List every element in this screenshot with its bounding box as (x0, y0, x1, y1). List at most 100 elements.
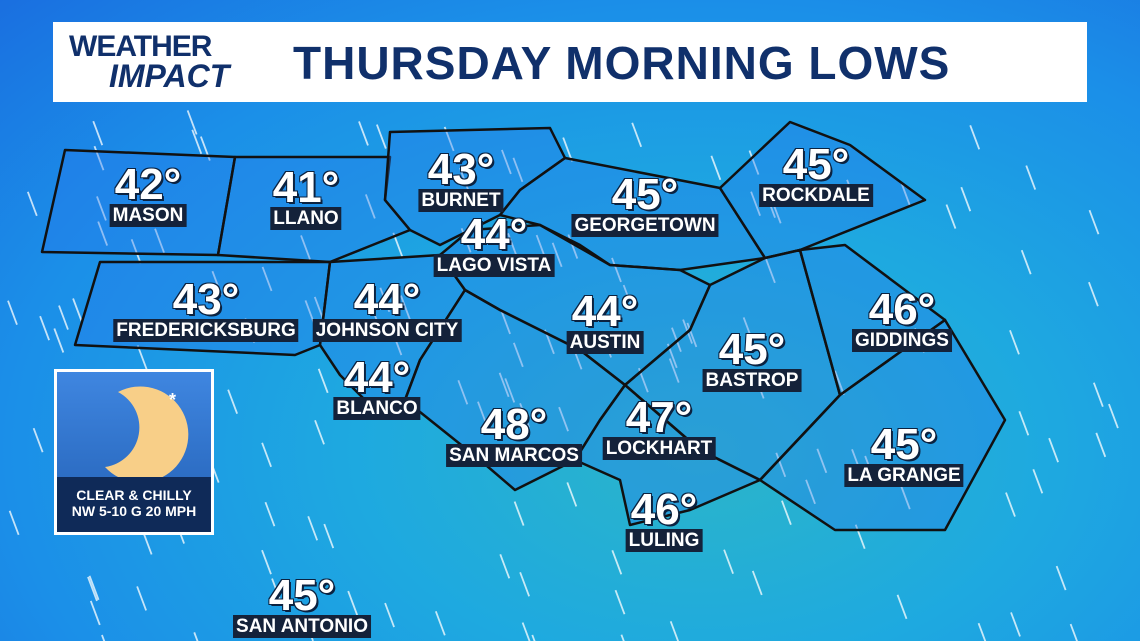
city-name: SAN ANTONIO (233, 615, 371, 638)
wind-arrow (504, 378, 516, 403)
wind-arrow (566, 482, 578, 507)
city-name: LULING (625, 529, 703, 552)
wind-arrow (748, 150, 760, 175)
wind-arrow (969, 125, 981, 150)
city-label-la-grange: 45° LA GRANGE (844, 420, 964, 487)
conditions-panel: * CLEAR & CHILLY NW 5-10 G 20 MPH (54, 369, 214, 535)
wind-arrow (365, 194, 376, 219)
wind-arrow (1095, 432, 1107, 458)
wind-arrow (896, 594, 908, 620)
temperature: 45° (718, 325, 786, 374)
wind-arrow (459, 167, 470, 193)
city-name: SAN MARCOS (446, 444, 582, 467)
city-label-lockhart: 47° LOCKHART (602, 396, 716, 460)
wind-arrow (347, 590, 359, 616)
wind-arrow (376, 124, 387, 149)
conditions-line-1: CLEAR & CHILLY (76, 487, 192, 503)
wind-arrow (751, 570, 763, 596)
city-label-johnson-city: 44° JOHNSON CITY (312, 278, 462, 342)
wind-arrow (1018, 410, 1030, 436)
wind-arrow (519, 572, 530, 597)
wind-arrow (960, 186, 972, 212)
wind-arrow (186, 110, 198, 135)
wind-arrow (58, 305, 69, 330)
logo-line-1: WEATHER (69, 30, 212, 63)
temperature: 45° (611, 170, 679, 219)
wind-arrow (101, 634, 106, 641)
city-name: LOCKHART (602, 437, 716, 460)
wind-arrow (900, 182, 912, 207)
wind-arrow (611, 257, 622, 283)
city-name: BURNET (418, 189, 504, 212)
wind-arrow (513, 501, 525, 526)
wind-arrow (211, 270, 223, 296)
city-label-rockdale: 45° ROCKDALE (759, 143, 873, 207)
wind-arrow (1108, 403, 1119, 429)
wind-arrow (400, 295, 411, 320)
wind-arrow (26, 191, 38, 217)
conditions-line-2: NW 5-10 G 20 MPH (71, 503, 197, 519)
wind-arrow (498, 372, 510, 398)
wind-arrow (531, 634, 536, 641)
wind-arrow (227, 389, 238, 414)
city-name: JOHNSON CITY (312, 319, 462, 342)
wind-arrow (501, 149, 512, 175)
wind-arrow (193, 632, 199, 641)
logo-line-2: IMPACT (109, 58, 230, 94)
wind-arrow (1088, 281, 1099, 307)
wind-arrow (130, 238, 142, 264)
city-label-san-antonio: 45° SAN ANTONIO (233, 574, 371, 638)
temperature: 42° (114, 160, 182, 209)
wind-arrow (97, 221, 109, 246)
wind-arrow (92, 120, 104, 146)
wind-arrow (512, 342, 524, 368)
wind-arrow (7, 300, 18, 326)
wind-arrow (1069, 623, 1078, 641)
wind-arrow (87, 576, 98, 602)
wind-arrow (379, 287, 391, 313)
wind-arrow (53, 328, 65, 353)
city-name: MASON (109, 204, 187, 227)
wind-arrow (671, 327, 682, 353)
city-name: LA GRANGE (844, 464, 964, 487)
wind-arrow (742, 317, 754, 342)
moon-icon (105, 386, 189, 482)
temperature: 45° (870, 420, 938, 469)
wind-arrow (1055, 565, 1067, 591)
city-label-georgetown: 45° GEORGETOWN (571, 170, 719, 237)
star-icon: * (169, 390, 177, 410)
wind-arrow (781, 500, 792, 526)
wind-arrow (816, 448, 828, 474)
wind-arrow (1020, 249, 1032, 275)
wind-arrow (191, 129, 203, 155)
wind-arrow (89, 600, 101, 626)
wind-arrow (669, 620, 680, 641)
wind-arrow (317, 368, 329, 394)
city-label-giddings: 46° GIDDINGS (852, 288, 952, 352)
wind-arrow (668, 358, 680, 383)
wind-arrow (96, 196, 107, 221)
temperature: 44° (343, 353, 411, 402)
wind-arrow (434, 611, 446, 636)
county-burnet (383, 126, 567, 247)
wind-arrow (39, 315, 50, 341)
temperature: 41° (272, 163, 340, 212)
city-label-luling: 46° LULING (625, 488, 703, 552)
title-banner: WEATHER IMPACT THURSDAY MORNING LOWS (53, 22, 1087, 102)
city-label-fredericksburg: 43° FREDERICKSBURG (113, 278, 299, 342)
wind-arrow (261, 442, 272, 468)
wind-arrow (521, 622, 531, 641)
wind-arrow (8, 510, 20, 536)
city-name: LAGO VISTA (433, 254, 555, 277)
city-label-austin: 44° AUSTIN (566, 290, 644, 354)
wind-arrow (614, 589, 626, 615)
wind-arrow (72, 298, 83, 323)
wind-arrow (775, 452, 787, 478)
city-label-llano: 41° LLANO (270, 163, 342, 230)
city-label-burnet: 43° BURNET (418, 148, 504, 212)
temperature: 44° (460, 210, 528, 259)
wind-arrow (1088, 209, 1100, 235)
city-name: FREDERICKSBURG (113, 319, 299, 342)
wind-arrow (1010, 612, 1021, 637)
wind-arrow (32, 427, 44, 453)
